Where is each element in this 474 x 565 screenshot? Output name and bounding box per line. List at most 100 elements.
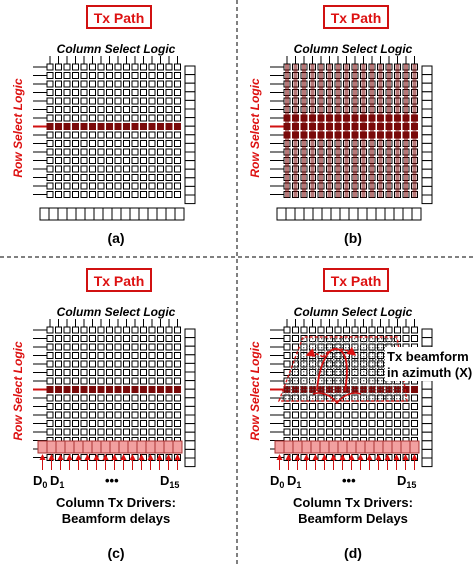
transducer-element xyxy=(114,420,122,427)
transducer-element xyxy=(309,403,316,410)
transducer-element xyxy=(89,386,96,393)
column-buffer-cell xyxy=(393,207,404,221)
transducer-element xyxy=(148,80,156,88)
row-buffer-cell xyxy=(184,388,196,399)
transducer-element xyxy=(131,80,139,88)
transducer-element xyxy=(63,131,71,139)
transducer-element xyxy=(55,123,62,130)
row-buffer-cell xyxy=(184,328,196,339)
row-buffer-cell xyxy=(421,160,433,170)
transducer-element xyxy=(97,148,105,156)
driver-sub: 1 xyxy=(59,480,64,490)
row-buffer-cell xyxy=(421,99,433,110)
transducer-element xyxy=(165,343,173,351)
transducer-element xyxy=(157,89,164,96)
transducer-element xyxy=(165,106,173,113)
transducer-element xyxy=(97,63,105,71)
transducer-element xyxy=(377,420,384,427)
beam-label-line1: Tx beamform xyxy=(387,349,469,364)
transducer-element xyxy=(157,360,164,368)
transducer-element xyxy=(140,326,147,334)
transducer-element xyxy=(63,140,71,147)
transducer-element xyxy=(106,165,113,173)
column-highlight xyxy=(395,64,400,198)
transducer-element xyxy=(351,411,359,419)
transducer-element xyxy=(309,420,316,427)
transducer-element xyxy=(131,343,139,351)
transducer-element xyxy=(55,420,62,427)
transducer-element xyxy=(174,89,181,96)
row-buffer-cell xyxy=(421,74,433,84)
transducer-element xyxy=(394,403,401,410)
transducer-element xyxy=(55,114,62,122)
transducer-element xyxy=(394,420,401,427)
column-buffer-cell xyxy=(147,207,158,221)
transducer-element xyxy=(165,174,173,181)
row-select-label: Row Select Logic xyxy=(248,78,262,178)
transducer-element xyxy=(148,352,156,359)
transducer-element xyxy=(157,428,164,436)
transducer-element xyxy=(292,326,299,334)
transducer-element xyxy=(123,403,130,410)
transducer-element xyxy=(123,131,130,139)
transducer-element xyxy=(165,335,173,342)
transducer-element xyxy=(123,123,130,130)
transducer-element xyxy=(123,335,130,342)
transducer-element xyxy=(123,182,130,190)
transducer-element xyxy=(80,72,88,79)
transducer-element xyxy=(89,182,96,190)
transducer-element xyxy=(165,157,173,164)
tx-driver-cell xyxy=(82,440,93,454)
transducer-element xyxy=(80,335,88,342)
tx-driver-cell xyxy=(283,440,294,454)
transducer-element xyxy=(89,140,96,147)
transducer-element xyxy=(63,157,71,164)
transducer-element xyxy=(148,454,156,461)
row-buffer-cell xyxy=(184,431,196,442)
transducer-element xyxy=(114,454,122,461)
transducer-element xyxy=(140,377,147,385)
tx-driver-cell xyxy=(100,440,111,454)
transducer-element xyxy=(63,326,71,334)
column-buffer-cell xyxy=(84,207,95,221)
transducer-element xyxy=(89,411,96,419)
transducer-element xyxy=(55,377,62,385)
transducer-element xyxy=(106,411,113,419)
transducer-element xyxy=(72,148,79,156)
transducer-element xyxy=(326,411,333,419)
column-buffer-cell xyxy=(312,207,323,221)
transducer-element xyxy=(89,72,96,79)
transducer-element xyxy=(114,157,122,164)
transducer-element xyxy=(317,403,325,410)
transducer-element xyxy=(55,174,62,181)
transducer-element xyxy=(106,420,113,427)
transducer-element xyxy=(174,386,181,393)
transducer-element xyxy=(106,72,113,79)
transducer-element xyxy=(165,165,173,173)
transducer-element xyxy=(360,420,367,427)
row-buffer-cell xyxy=(421,431,433,442)
transducer-element xyxy=(411,411,418,419)
transducer-element xyxy=(46,394,54,402)
transducer-element xyxy=(140,420,147,427)
transducer-element xyxy=(140,140,147,147)
transducer-element xyxy=(174,106,181,113)
transducer-element xyxy=(148,131,156,139)
transducer-element xyxy=(123,394,130,402)
row-buffer-cell xyxy=(184,108,196,119)
caption-line1: Column Tx Drivers: xyxy=(56,495,176,510)
row-buffer-cell xyxy=(421,185,433,196)
transducer-element xyxy=(411,420,418,427)
transducer-element xyxy=(97,191,105,198)
row-buffer-cell xyxy=(184,117,196,127)
transducer-element xyxy=(89,335,96,342)
transducer-element xyxy=(46,386,54,393)
transducer-element xyxy=(165,182,173,190)
transducer-element xyxy=(72,403,79,410)
driver-sub: 15 xyxy=(406,480,416,490)
transducer-element xyxy=(106,191,113,198)
transducer-element xyxy=(148,182,156,190)
transducer-element xyxy=(165,386,173,393)
transducer-element xyxy=(97,89,105,96)
transducer-element xyxy=(55,148,62,156)
